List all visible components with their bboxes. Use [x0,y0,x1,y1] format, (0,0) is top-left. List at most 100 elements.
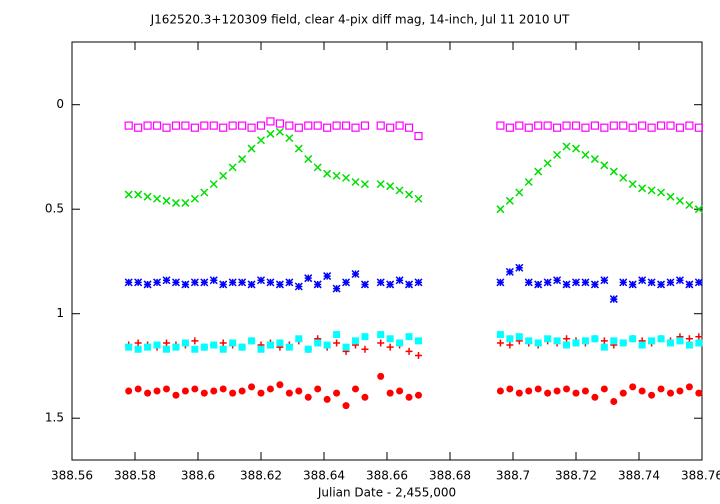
point [360,280,369,289]
point [675,276,684,285]
point [323,272,332,281]
point [181,339,189,347]
point [163,339,170,347]
point [553,276,562,285]
point [600,161,609,170]
point [323,123,332,132]
point [572,339,580,347]
point [505,123,514,132]
point [657,385,665,393]
y-tick-label: 0 [56,97,64,111]
point [275,280,284,289]
point [676,387,684,395]
x-tick-label: 388.76 [681,469,720,483]
point [515,121,524,130]
x-axis-label: Julian Date - 2,455,000 [317,486,456,500]
point [124,121,133,130]
point [134,278,143,287]
point [333,331,341,339]
point [295,387,303,395]
point [248,383,256,391]
point [171,121,181,130]
point [544,335,552,343]
point [125,343,133,351]
point [314,385,322,393]
point [628,280,637,289]
point [360,180,369,189]
point [200,389,208,397]
point [191,337,199,345]
point [638,276,647,285]
point [377,372,385,380]
point [172,391,180,399]
point [332,284,341,293]
point [600,276,609,285]
point [590,121,600,130]
point [524,123,533,132]
point [496,339,504,347]
chart-title: J162520.3+120309 field, clear 4-pix diff… [150,13,570,27]
point [534,167,543,176]
plot-frame [71,41,703,461]
point [553,337,561,345]
point [600,343,608,351]
point [351,269,360,279]
point [591,393,599,401]
point [219,280,228,289]
point [238,121,247,130]
point [304,121,313,130]
point [638,184,647,193]
point [275,119,284,128]
point [543,159,552,168]
point [386,280,395,289]
point [294,282,303,291]
point [248,337,256,345]
point [134,345,142,353]
point [171,198,180,207]
point [247,123,256,132]
point [143,280,152,289]
point [524,278,533,287]
point [600,385,608,393]
point [143,121,152,130]
point [563,385,571,393]
point [304,393,312,401]
point [581,337,589,345]
point [266,341,274,349]
point [219,123,228,132]
point [414,194,423,203]
point [496,278,505,287]
point [675,123,685,132]
point [294,144,303,153]
point [638,387,646,395]
point [352,385,359,393]
point [695,333,703,341]
point [581,123,590,132]
point [153,194,162,203]
point [257,389,265,397]
point [376,180,385,189]
point [496,121,505,130]
point [552,123,562,132]
point [647,278,656,287]
point [200,278,209,287]
point [200,121,209,130]
point [572,389,580,397]
point [125,387,133,395]
point [563,341,571,349]
point [685,335,693,343]
point [505,267,514,276]
point [228,121,237,130]
point [351,123,360,132]
point [628,180,637,189]
point [162,276,171,285]
point [153,341,161,349]
point [405,190,414,199]
point [609,295,618,304]
x-tick-label: 388.6 [181,469,215,483]
point [591,335,599,343]
point [162,196,171,205]
point [534,121,543,130]
point [563,335,571,343]
